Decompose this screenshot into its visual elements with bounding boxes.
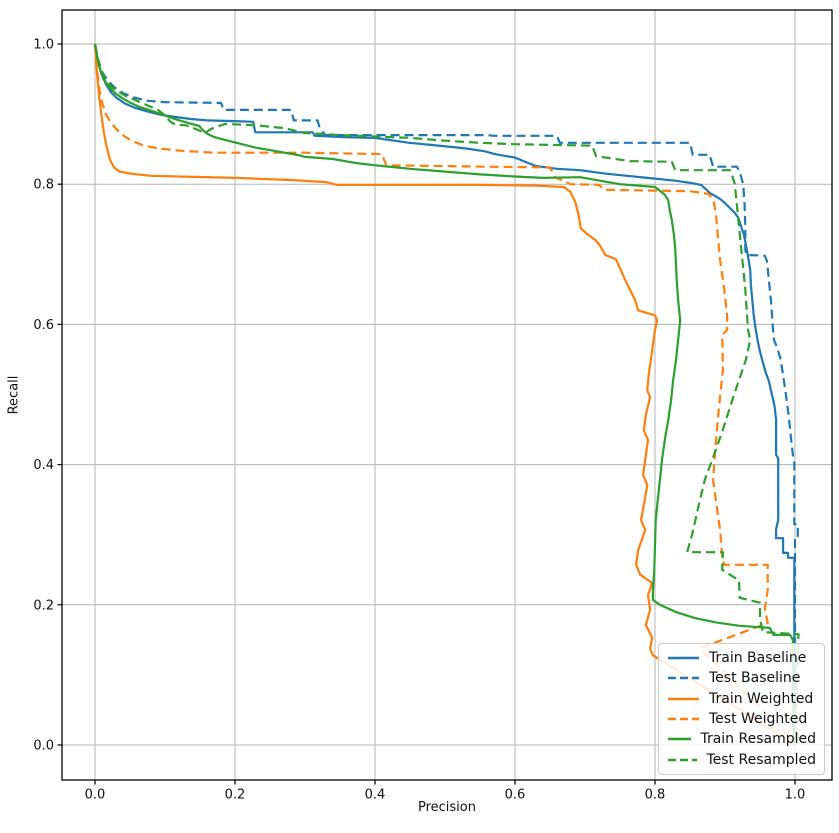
y-axis-label: Recall <box>6 375 22 415</box>
legend-item-train-weighted: Train Weighted <box>667 689 816 709</box>
y-tick-label: 1.0 <box>33 38 54 53</box>
legend-label: Train Baseline <box>709 650 807 667</box>
legend-item-train-resampled: Train Resampled <box>667 729 816 749</box>
legend: Train Baseline Test Baseline Train Weighte… <box>658 643 825 775</box>
series-line-train-resampled <box>93 43 797 746</box>
series-line-train-baseline <box>93 43 797 746</box>
legend-item-train-baseline: Train Baseline <box>667 648 816 668</box>
x-tick-label: 0.2 <box>225 788 246 803</box>
legend-label: Test Baseline <box>709 670 801 687</box>
y-tick-label: 0.4 <box>33 458 54 473</box>
legend-line-sample <box>668 717 699 721</box>
legend-line-sample <box>668 656 699 660</box>
x-axis-label: Precision <box>417 800 476 815</box>
legend-label: Test Weighted <box>709 711 808 728</box>
legend-item-test-baseline: Test Baseline <box>667 668 816 688</box>
legend-label: Test Resampled <box>706 751 816 768</box>
legend-label: Train Resampled <box>700 731 816 748</box>
x-tick-label: 0.4 <box>365 788 386 803</box>
y-tick-label: 0.6 <box>33 318 54 333</box>
series-line-test-resampled <box>93 43 800 746</box>
y-tick-label: 0.8 <box>33 178 54 193</box>
legend-item-test-weighted: Test Weighted <box>667 709 816 729</box>
series-line-test-weighted <box>93 43 796 746</box>
y-tick-label: 0.0 <box>33 739 54 754</box>
series-line-train-weighted <box>93 43 796 746</box>
legend-line-sample <box>668 677 699 680</box>
series-line-test-baseline <box>93 43 799 745</box>
legend-label: Train Weighted <box>709 690 814 707</box>
legend-line-sample <box>668 697 699 701</box>
x-tick-label: 1.0 <box>785 788 806 803</box>
x-tick-label: 0.8 <box>645 788 666 803</box>
legend-line-sample <box>668 738 692 741</box>
legend-line-sample <box>668 758 698 762</box>
axes-spines <box>61 9 833 781</box>
x-tick-label: 0.6 <box>505 788 526 803</box>
y-tick-label: 0.2 <box>33 598 54 613</box>
x-tick-label: 0.0 <box>85 788 106 803</box>
legend-item-test-resampled: Test Resampled <box>667 750 816 770</box>
